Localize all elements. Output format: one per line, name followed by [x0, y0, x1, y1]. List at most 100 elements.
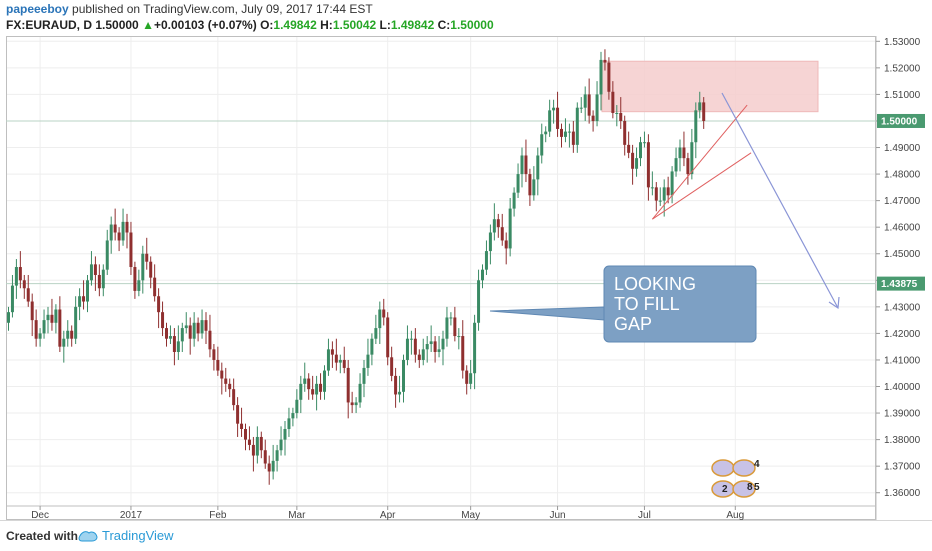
- candle-body: [244, 428, 247, 440]
- price-tick-label: 1.39000: [884, 409, 921, 420]
- candle-body: [232, 389, 236, 406]
- candle-body: [263, 450, 267, 464]
- author-link[interactable]: papeeeboy: [6, 2, 69, 16]
- price-tick-label: 1.45000: [884, 249, 921, 260]
- candle-body: [532, 179, 536, 196]
- candle-body: [105, 240, 109, 270]
- publish-info: papeeeboy published on TradingView.com, …: [6, 2, 926, 17]
- candle-body: [172, 336, 176, 352]
- candle-body: [650, 187, 654, 189]
- candle-body: [473, 322, 477, 374]
- candle-body: [627, 144, 631, 153]
- candle-body: [46, 314, 50, 321]
- candle-body: [417, 354, 421, 360]
- candle-body: [405, 338, 409, 360]
- candle-body: [311, 389, 315, 395]
- candle-body: [342, 359, 346, 368]
- candle-body: [378, 309, 382, 329]
- candle-body: [157, 296, 161, 313]
- candle-body: [366, 354, 370, 368]
- candle-body: [358, 383, 362, 403]
- up-arrow-icon: ▲: [142, 18, 154, 32]
- candle-body: [639, 142, 642, 159]
- high-value: 1.50042: [332, 18, 377, 32]
- candle-body: [682, 147, 686, 159]
- candle-body: [492, 219, 496, 233]
- event-flag-icon: [732, 459, 756, 477]
- candle-body: [30, 301, 34, 321]
- price-tick-label: 1.52000: [884, 63, 921, 74]
- price-chart[interactable]: 1.53000 1.52000 1.51000 1.50000 1.49000 1.480…: [6, 36, 926, 520]
- candle-body: [307, 378, 311, 390]
- candle-body: [153, 277, 157, 297]
- symbol-info: FX:EURAUD, D 1.50000 ▲+0.00103 (+0.07%) …: [6, 17, 926, 33]
- candle-body: [398, 391, 402, 395]
- candle-body: [678, 147, 682, 159]
- candle-body: [670, 171, 674, 196]
- candle-body: [180, 328, 184, 342]
- candle-body: [161, 312, 165, 329]
- reference-lines: [6, 120, 876, 285]
- time-axis: Dec 2017 Feb Mar Apr May Jun Jul Aug: [31, 506, 744, 520]
- candle-body: [10, 285, 14, 313]
- candle-body: [635, 158, 639, 169]
- candle-body: [445, 317, 449, 339]
- candle-body: [125, 221, 129, 233]
- candle-body: [50, 314, 54, 323]
- candle-body: [295, 399, 299, 414]
- candle-body: [188, 325, 192, 339]
- candle-body: [303, 378, 307, 384]
- candle-body: [240, 423, 244, 429]
- candle-body: [212, 349, 216, 360]
- price-tag-box: [877, 113, 925, 128]
- gap-zone-rectangle[interactable]: [601, 60, 819, 113]
- event-count-3: 8: [747, 482, 753, 493]
- callout-line-1: LOOKING: [614, 274, 696, 294]
- candle-body: [338, 359, 342, 363]
- symbol-label: FX:EURAUD, D: [6, 18, 92, 32]
- candle-body: [109, 224, 113, 241]
- candle-body: [579, 107, 583, 109]
- candle-body: [247, 439, 251, 445]
- callout-pointer: [489, 306, 605, 321]
- candle-body: [299, 383, 303, 400]
- candle-body: [390, 357, 394, 376]
- candle-body: [18, 267, 22, 281]
- annotation-callout[interactable]: LOOKING TO FILL GAP: [489, 265, 757, 343]
- candle-body: [611, 91, 615, 114]
- price-tick-label: 1.48000: [884, 170, 921, 181]
- candle-body: [323, 370, 326, 392]
- economic-events-badge[interactable]: 4 2 8 5: [711, 459, 760, 498]
- candle-body: [567, 131, 571, 133]
- candle-body: [315, 383, 319, 395]
- low-label: L:: [379, 18, 391, 32]
- price-tick-label: 1.53000: [884, 37, 921, 48]
- candle-body: [595, 94, 599, 121]
- candle-body: [145, 253, 149, 262]
- candle-body: [236, 405, 240, 424]
- candle-body: [386, 317, 390, 358]
- candle-body: [619, 113, 623, 121]
- price-change: +0.00103 (+0.07%): [153, 18, 257, 32]
- chart-area[interactable]: 1.53000 1.52000 1.51000 1.50000 1.49000 1.480…: [6, 36, 926, 520]
- created-with-text: Created with: [6, 529, 79, 543]
- candle-body: [425, 344, 429, 350]
- candle-body: [117, 232, 121, 241]
- price-tag-box: [877, 276, 925, 291]
- candle-body: [413, 338, 417, 355]
- candle-body: [354, 402, 358, 406]
- time-tick-label: Jul: [638, 510, 651, 520]
- candle-body: [544, 131, 548, 135]
- tradingview-brand-link[interactable]: TradingView: [102, 528, 174, 543]
- candle-body: [200, 320, 204, 334]
- candle-body: [38, 333, 42, 339]
- open-label: O:: [260, 18, 274, 32]
- candle-body: [548, 110, 552, 132]
- candle-body: [556, 107, 560, 129]
- candle-body: [540, 134, 544, 156]
- time-tick-label: May: [461, 510, 480, 520]
- candle-body: [488, 232, 492, 252]
- candle-body: [149, 261, 153, 278]
- projection-arrow-line: [721, 92, 839, 309]
- candle-body: [168, 336, 172, 339]
